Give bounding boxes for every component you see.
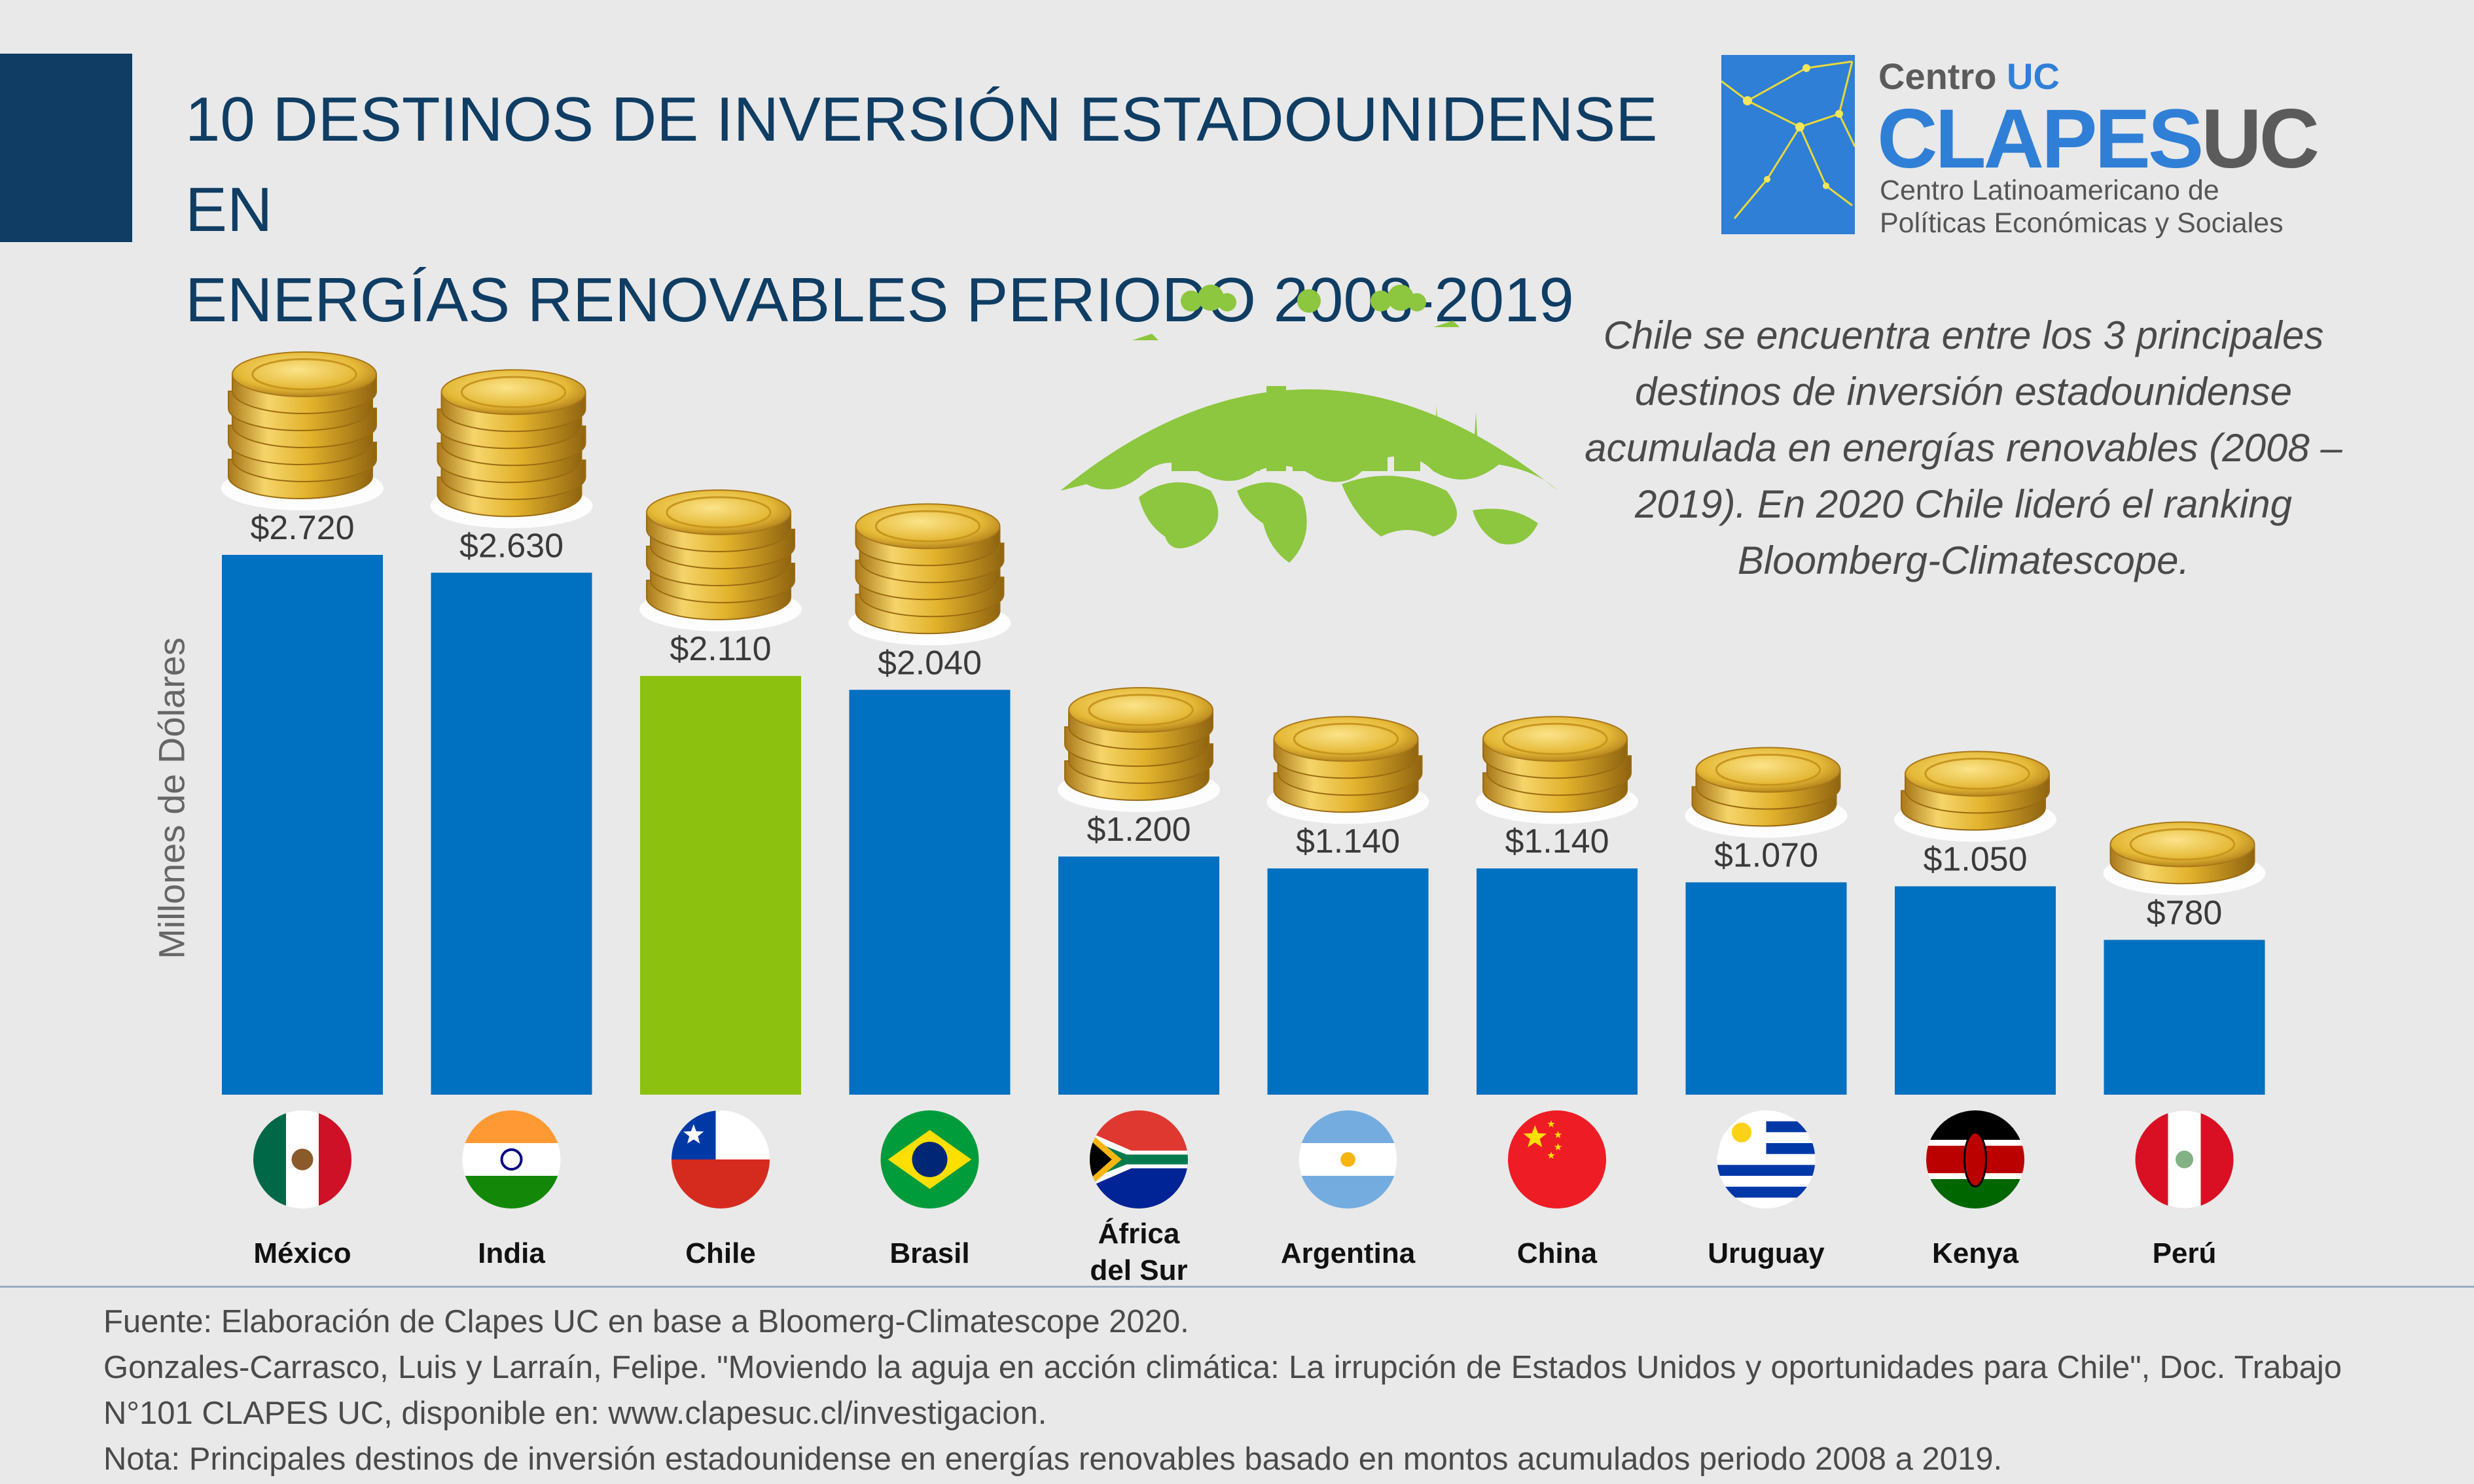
category-label: México — [253, 1237, 351, 1269]
bar-4 — [1058, 857, 1219, 1095]
bar-0 — [222, 555, 383, 1095]
value-label: $2.040 — [878, 644, 982, 682]
category-label: Uruguay — [1708, 1237, 1825, 1269]
bar-1 — [431, 573, 592, 1095]
green-globe-icon — [1041, 275, 1577, 579]
value-label: $1.070 — [1714, 836, 1818, 874]
bar-8 — [1895, 886, 2056, 1095]
coin-stack-icon — [430, 369, 593, 529]
flag-icon — [672, 1110, 770, 1209]
footer-divider — [0, 1286, 2474, 1288]
value-label: $1.200 — [1086, 811, 1191, 849]
bar-3 — [849, 690, 1011, 1095]
value-label: $2.110 — [670, 630, 771, 668]
value-label: $780 — [2147, 894, 2223, 932]
category-label: Kenya — [1932, 1237, 2019, 1269]
bar-chart: $2.720 México $2.630 India $2.110 Chile $2.040… — [221, 351, 2266, 1282]
coin-stack-icon — [1266, 716, 1429, 824]
flag-icon — [1090, 1110, 1188, 1209]
value-label: $2.720 — [250, 509, 354, 547]
category-label: África — [1098, 1217, 1180, 1250]
bar-9 — [2104, 940, 2265, 1095]
category-label: India — [478, 1237, 545, 1269]
coin-stack-icon — [1894, 751, 2056, 842]
coin-stack-icon — [1058, 687, 1220, 813]
footer-source: Fuente: Elaboración de Clapes UC en base… — [103, 1304, 1189, 1339]
clapes-logo-mark-icon — [1721, 55, 1855, 234]
flag-icon — [1299, 1110, 1397, 1209]
logo-subtitle: Centro Latinoamericano de Políticas Econ… — [1880, 175, 2284, 239]
flag-icon — [462, 1110, 561, 1209]
footer-note: Nota: Principales destinos de inversión … — [103, 1441, 2003, 1477]
flag-icon — [2135, 1110, 2234, 1209]
coin-stack-icon — [848, 503, 1011, 646]
corner-accent-block — [0, 54, 132, 242]
flag-icon — [1926, 1110, 2024, 1209]
value-label: $2.630 — [459, 527, 564, 565]
coin-stack-icon — [1476, 716, 1638, 824]
category-label: Perú — [2153, 1237, 2217, 1269]
footer-notes: Fuente: Elaboración de Clapes UC en base… — [103, 1299, 2342, 1482]
footer-citation: Gonzales-Carrasco, Luis y Larraín, Felip… — [103, 1350, 2342, 1431]
flag-icon — [1717, 1110, 1816, 1209]
flag-icon — [1508, 1110, 1606, 1209]
flag-icon — [880, 1110, 979, 1209]
coin-stack-icon — [221, 351, 384, 510]
bar-7 — [1685, 882, 1847, 1095]
coin-stack-icon — [1685, 747, 1848, 838]
coin-stack-icon — [2103, 821, 2266, 896]
chile-callout-text: Chile se encuentra entre los 3 principal… — [1585, 313, 2342, 582]
value-label: $1.050 — [1923, 841, 2027, 879]
category-label: Argentina — [1281, 1237, 1416, 1269]
logo-centro-text: Centro UC — [1878, 56, 2060, 97]
bar-6 — [1477, 868, 1638, 1095]
flag-icon — [253, 1110, 351, 1209]
category-label: China — [1517, 1237, 1598, 1269]
coin-stack-icon — [639, 489, 802, 632]
value-label: $1.140 — [1505, 822, 1609, 860]
category-label: del Sur — [1090, 1254, 1187, 1282]
value-label: $1.140 — [1296, 822, 1400, 860]
bar-2 — [640, 676, 801, 1095]
bar-5 — [1267, 868, 1429, 1095]
logo-clapes-text: CLAPESUC — [1877, 92, 2320, 186]
category-label: Chile — [685, 1237, 756, 1269]
page-title: 10 DESTINOS DE INVERSIÓN ESTADOUNIDENSE … — [185, 84, 1658, 335]
category-label: Brasil — [889, 1237, 969, 1269]
